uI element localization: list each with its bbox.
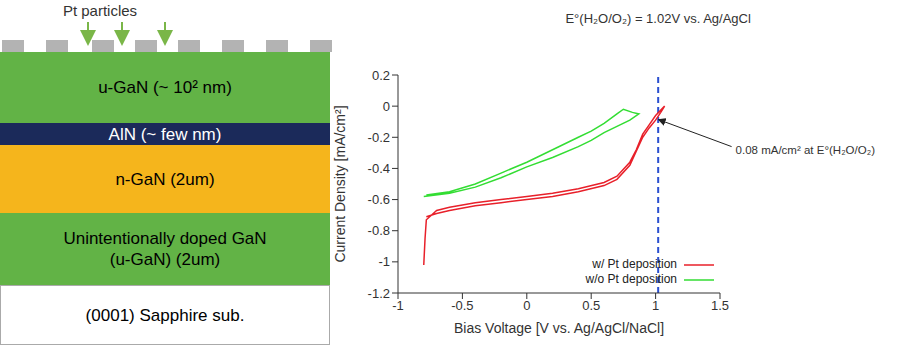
html-text:w/o Pt deposition: w/o Pt deposition (585, 272, 677, 286)
svg-text:-0.5: -0.5 (451, 298, 473, 313)
html-text:u-GaN (~ 10² nm): u-GaN (~ 10² nm) (98, 78, 232, 97)
svg-text:0: 0 (383, 99, 390, 114)
svg-text:-0.6: -0.6 (368, 192, 390, 207)
svg-text:1: 1 (652, 298, 659, 313)
svg-text:-0.2: -0.2 (368, 130, 390, 145)
svg-text:-0.8: -0.8 (368, 223, 390, 238)
html-text:n-GaN (2um): n-GaN (2um) (115, 169, 215, 189)
svg-text:Current Density [mA/cm²]: Current Density [mA/cm²] (332, 105, 348, 262)
svg-text:0.5: 0.5 (582, 298, 600, 313)
svg-text:1.5: 1.5 (711, 298, 729, 313)
svg-text:-1: -1 (392, 298, 404, 313)
svg-text:0.08 mA/cm² at E°(H₂O/O₂): 0.08 mA/cm² at E°(H₂O/O₂) (736, 144, 876, 156)
svg-text:-1.2: -1.2 (368, 286, 390, 301)
svg-text:E°(H₂O/O₂) = 1.02V vs. Ag/AgCl: E°(H₂O/O₂) = 1.02V vs. Ag/AgCl (565, 11, 751, 26)
html-text:w/ Pt deposition: w/ Pt deposition (592, 257, 677, 271)
html-text:AlN (~ few nm): AlN (~ few nm) (108, 124, 222, 144)
html-text:Pt particles: Pt particles (62, 2, 138, 19)
html-text:(0001) Sapphire sub.: (0001) Sapphire sub. (85, 305, 245, 325)
svg-text:-1: -1 (378, 254, 390, 269)
svg-text:0: 0 (523, 298, 530, 313)
html-text:Unintentionally doped GaN (u-G: Unintentionally doped GaN (u-GaN) (2um) (63, 229, 267, 269)
svg-text:-0.4: -0.4 (368, 161, 390, 176)
svg-text:0.2: 0.2 (372, 68, 390, 83)
svg-text:Bias Voltage [V vs. Ag/AgCl/Na: Bias Voltage [V vs. Ag/AgCl/NaCl] (454, 320, 664, 336)
